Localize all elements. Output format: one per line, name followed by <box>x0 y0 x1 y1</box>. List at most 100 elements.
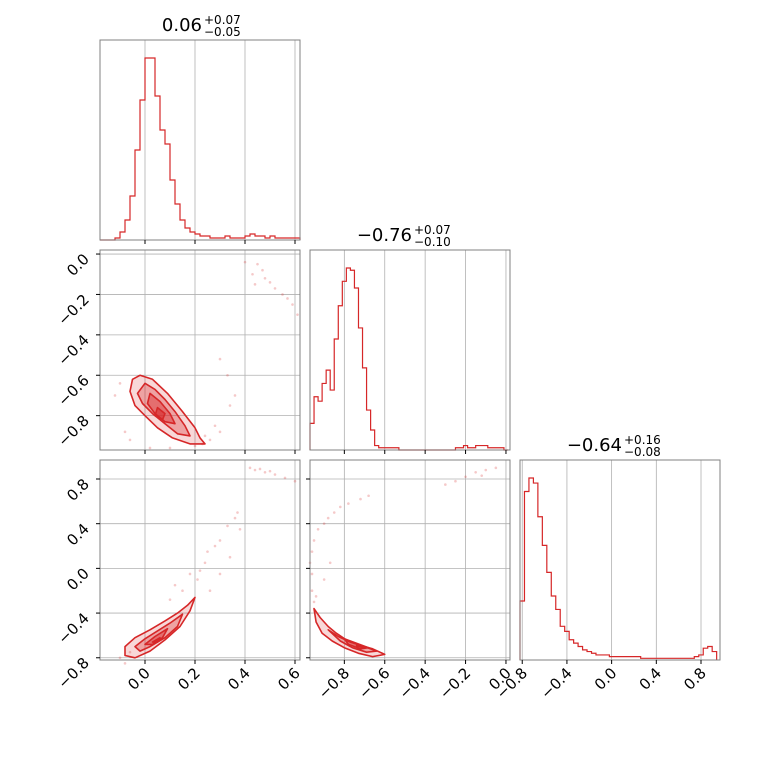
x-tick-label: 0.0 <box>591 664 621 694</box>
scatter-point <box>291 303 294 306</box>
x-tick-label: 0.8 <box>680 664 710 694</box>
scatter-point <box>168 598 172 601</box>
scatter-point <box>484 468 488 472</box>
panel-frame <box>99 39 301 241</box>
scatter-point <box>316 527 320 531</box>
scatter-point <box>444 483 447 486</box>
y-tick-label: −0.4 <box>54 331 92 369</box>
scatter-point <box>339 505 342 509</box>
x-tick-label: −0.8 <box>315 664 353 702</box>
scatter-point <box>208 589 212 593</box>
contour-level-2 <box>134 613 184 652</box>
x-tick-label: 0.0 <box>124 664 154 694</box>
scatter-point <box>263 470 267 474</box>
histogram-param-2 <box>519 477 718 660</box>
scatter-point <box>226 373 229 377</box>
scatter-point <box>123 430 127 434</box>
scatter-point <box>233 394 237 397</box>
scatter-point <box>322 522 326 525</box>
histogram-param-1 <box>309 267 508 451</box>
panel-frame <box>99 249 301 451</box>
scatter-point <box>464 475 467 479</box>
grid-layer <box>100 40 702 660</box>
x-tick-label: 0.6 <box>274 664 304 694</box>
contour-level-4 <box>154 406 166 421</box>
scatter-point <box>218 572 222 576</box>
scatter-point <box>474 470 477 474</box>
scatter-point <box>203 561 207 565</box>
marks-layer <box>100 57 718 665</box>
x-tick-label: −0.2 <box>436 664 474 702</box>
scatter-point <box>256 262 259 266</box>
contour-level-4 <box>151 636 161 643</box>
scatter-point <box>326 516 330 520</box>
scatter-point <box>281 293 284 296</box>
scatter-point <box>123 662 127 665</box>
scatter-point <box>347 502 350 505</box>
title-median-2: −0.64 <box>567 435 622 456</box>
scatter-point <box>251 272 254 276</box>
y-tick-label: 0.8 <box>63 475 93 505</box>
scatter-point <box>218 539 222 542</box>
y-tick-label: −0.4 <box>54 609 92 647</box>
title-upper-0: +0.07 <box>204 13 241 27</box>
scatter-point <box>312 600 316 604</box>
scatter-point <box>113 394 117 397</box>
title-lower-0: −0.05 <box>204 25 241 39</box>
scatter-point <box>273 473 277 476</box>
scatter-point <box>283 476 287 480</box>
scatter-point <box>494 466 498 470</box>
panel-frame <box>99 459 301 661</box>
contour-level-3 <box>146 392 176 425</box>
scatter-point <box>310 550 314 553</box>
scatter-point <box>268 281 272 284</box>
scatter-point <box>128 438 132 442</box>
title-lower-1: −0.10 <box>414 235 451 249</box>
scatter-point <box>173 583 177 587</box>
scatter-point <box>203 434 207 438</box>
scatter-point <box>258 467 262 471</box>
y-tick-label: −0.8 <box>54 654 92 692</box>
scatter-point <box>213 424 217 428</box>
panel-frame <box>309 459 511 661</box>
scatter-point <box>310 589 314 593</box>
scatter-point <box>188 572 192 576</box>
y-tick-label: −0.8 <box>54 412 92 450</box>
scatter-point <box>218 430 222 434</box>
scatter-point <box>196 578 199 581</box>
panel-frame <box>519 459 721 661</box>
y-tick-label: 0.4 <box>63 520 93 550</box>
x-tick-label: −0.4 <box>395 664 433 702</box>
scatter-point <box>248 466 252 470</box>
title-median-1: −0.76 <box>357 225 412 246</box>
contour-level-2 <box>136 382 191 437</box>
scatter-point <box>226 524 229 528</box>
x-tick-label: 0.2 <box>174 664 204 694</box>
scatter-point <box>322 578 326 581</box>
scatter-point <box>359 497 362 501</box>
scatter-point <box>454 479 457 483</box>
contour-level-2 <box>327 628 378 654</box>
y-tick-label: 0.0 <box>63 250 93 280</box>
title-median-0: 0.06 <box>162 15 202 36</box>
scatter-point <box>148 446 152 450</box>
x-tick-label: −0.6 <box>355 664 393 702</box>
scatter-point <box>293 479 297 483</box>
scatter-point <box>480 474 484 477</box>
scatter-point <box>261 268 264 272</box>
scatter-point <box>286 297 289 300</box>
scatter-point <box>367 494 370 498</box>
y-tick-label: 0.0 <box>63 564 93 594</box>
y-tick-label: −0.2 <box>54 291 92 329</box>
scatter-point <box>228 404 232 407</box>
scatter-point <box>263 276 267 280</box>
scatter-point <box>236 511 239 514</box>
scatter-point <box>181 589 184 593</box>
contour-level-4 <box>355 644 366 650</box>
x-tick-label: 0.4 <box>224 664 254 694</box>
scatter-point <box>213 544 217 548</box>
contour-level-3 <box>144 627 169 646</box>
title-lower-2: −0.08 <box>624 445 661 459</box>
scatter-point <box>312 539 316 542</box>
